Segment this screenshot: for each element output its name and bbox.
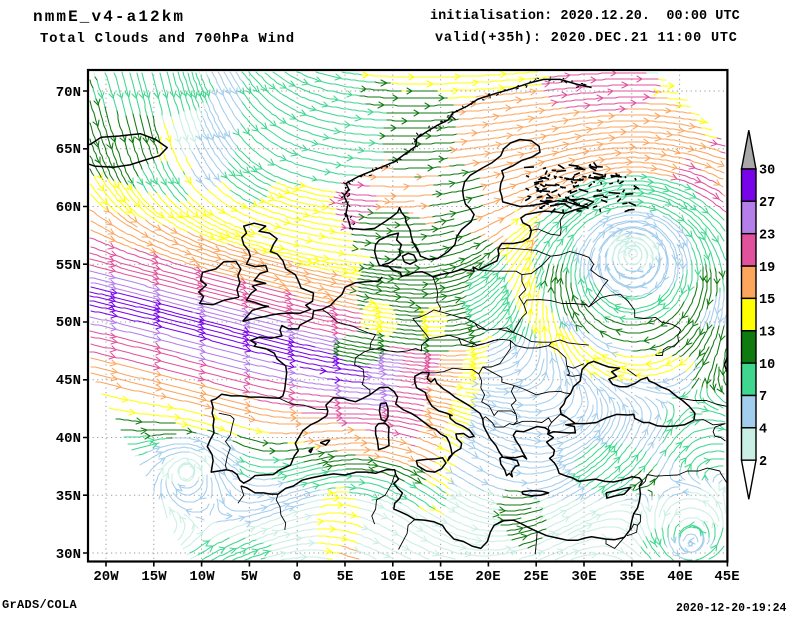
svg-text:10: 10	[759, 358, 775, 373]
svg-text:20E: 20E	[475, 569, 500, 585]
svg-text:45E: 45E	[714, 569, 739, 585]
svg-text:10W: 10W	[189, 569, 215, 585]
svg-text:13: 13	[759, 326, 775, 341]
svg-text:15: 15	[759, 293, 775, 308]
svg-text:35N: 35N	[56, 489, 81, 505]
svg-text:40N: 40N	[56, 431, 81, 447]
svg-text:2: 2	[759, 455, 767, 470]
svg-text:65N: 65N	[56, 142, 81, 158]
svg-text:15W: 15W	[141, 569, 167, 585]
svg-text:20W: 20W	[93, 569, 119, 585]
svg-text:50N: 50N	[56, 315, 81, 331]
svg-text:30N: 30N	[56, 547, 81, 563]
svg-text:23: 23	[759, 228, 775, 243]
svg-text:5E: 5E	[337, 569, 354, 585]
svg-text:10E: 10E	[380, 569, 405, 585]
svg-text:30E: 30E	[571, 569, 596, 585]
svg-text:15E: 15E	[428, 569, 453, 585]
svg-text:70N: 70N	[56, 85, 81, 101]
svg-text:35E: 35E	[619, 569, 644, 585]
svg-text:27: 27	[759, 196, 775, 211]
svg-text:40E: 40E	[667, 569, 692, 585]
svg-text:25E: 25E	[523, 569, 548, 585]
svg-text:7: 7	[759, 390, 767, 405]
svg-text:45N: 45N	[56, 373, 81, 389]
svg-text:60N: 60N	[56, 200, 81, 216]
svg-text:19: 19	[759, 261, 775, 276]
svg-text:30: 30	[759, 164, 775, 179]
svg-text:55N: 55N	[56, 258, 81, 274]
svg-text:5W: 5W	[241, 569, 258, 585]
svg-text:0: 0	[293, 569, 301, 585]
svg-text:4: 4	[759, 423, 767, 438]
